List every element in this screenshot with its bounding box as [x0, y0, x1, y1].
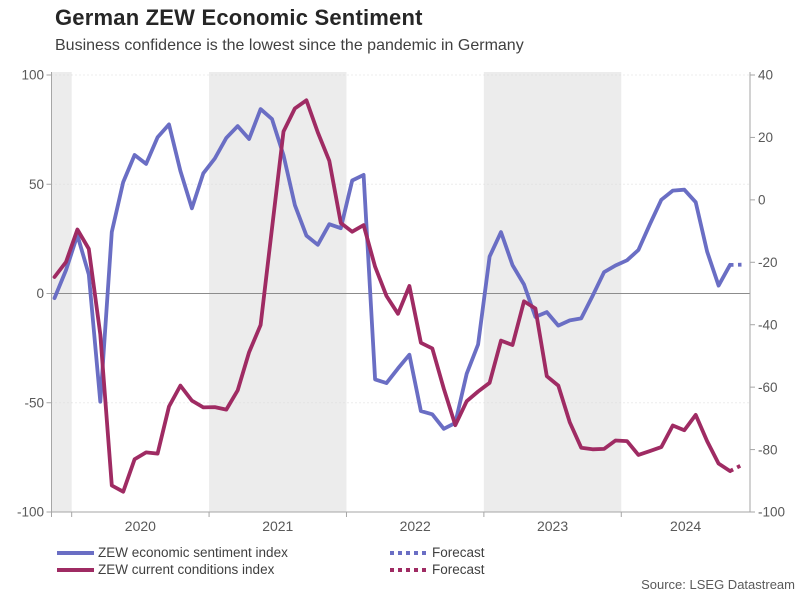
legend-label-conditions: ZEW current conditions index — [98, 562, 275, 577]
right-tick-label--40: -40 — [758, 317, 778, 332]
x-tick-label-2020: 2020 — [125, 518, 156, 534]
source-credit: Source: LSEG Datastream — [641, 577, 795, 592]
right-tick-label--80: -80 — [758, 442, 778, 457]
legend-swatch-sentiment — [57, 551, 94, 555]
chart-subtitle: Business confidence is the lowest since … — [55, 37, 524, 54]
x-tick-label-2024: 2024 — [670, 518, 701, 534]
right-tick-label-40: 40 — [758, 68, 773, 83]
legend-swatch-sentiment-forecast — [390, 551, 427, 555]
legend-label-sentiment: ZEW economic sentiment index — [98, 545, 288, 560]
left-tick-label-50: 50 — [29, 177, 44, 192]
right-tick-label--60: -60 — [758, 380, 778, 395]
left-tick-label--100: -100 — [17, 505, 44, 520]
left-tick-label-0: 0 — [36, 286, 44, 301]
x-tick-label-2022: 2022 — [400, 518, 431, 534]
legend-label-sentiment-forecast: Forecast — [432, 545, 485, 560]
left-tick-label-100: 100 — [21, 68, 44, 83]
legend: ZEW economic sentiment index Forecast ZE… — [0, 544, 801, 578]
x-tick-label-2021: 2021 — [262, 518, 293, 534]
right-tick-label-20: 20 — [758, 130, 773, 145]
series-line-conditions — [52, 98, 732, 494]
legend-row-1: ZEW economic sentiment index Forecast — [0, 544, 801, 561]
series-line-sentiment — [52, 107, 732, 431]
year-band-2023 — [483, 72, 622, 512]
right-tick-label--20: -20 — [758, 255, 778, 270]
x-tick-label-2023: 2023 — [537, 518, 568, 534]
right-tick-label--100: -100 — [758, 505, 785, 520]
legend-row-2: ZEW current conditions index Forecast — [0, 561, 801, 578]
left-tick-label--50: -50 — [24, 395, 44, 410]
right-tick-label-0: 0 — [758, 193, 766, 208]
legend-label-conditions-forecast: Forecast — [432, 562, 485, 577]
legend-swatch-conditions-forecast — [390, 568, 427, 572]
chart-title: German ZEW Economic Sentiment — [55, 5, 423, 30]
year-band-2019 — [51, 72, 72, 512]
series-forecast-conditions — [729, 463, 743, 473]
legend-swatch-conditions — [57, 568, 94, 572]
